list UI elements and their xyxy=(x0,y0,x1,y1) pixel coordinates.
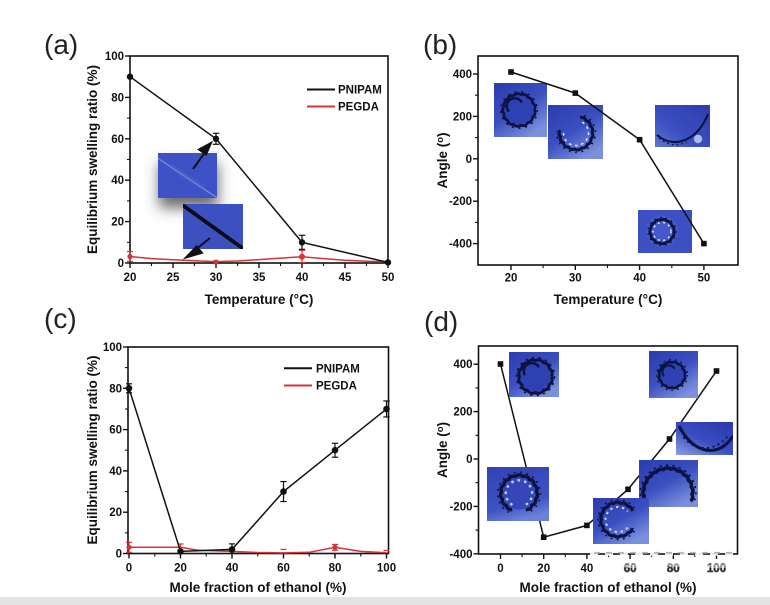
svg-text:60: 60 xyxy=(277,563,290,575)
svg-text:35: 35 xyxy=(253,272,266,284)
svg-text:40: 40 xyxy=(633,273,646,285)
svg-text:20: 20 xyxy=(537,563,550,575)
svg-text:(a): (a) xyxy=(44,29,78,60)
svg-text:-400: -400 xyxy=(449,549,472,561)
svg-text:PEGDA: PEGDA xyxy=(338,102,379,114)
svg-text:PEGDA: PEGDA xyxy=(316,381,357,393)
svg-text:400: 400 xyxy=(453,359,472,371)
svg-text:Angle (o): Angle (o) xyxy=(435,132,450,188)
svg-text:0: 0 xyxy=(466,454,472,466)
svg-text:60: 60 xyxy=(109,425,122,437)
svg-text:45: 45 xyxy=(339,272,352,284)
svg-text:0: 0 xyxy=(126,563,132,575)
svg-text:30: 30 xyxy=(569,273,582,285)
svg-text:Temperature (°C): Temperature (°C) xyxy=(554,292,663,307)
svg-text:400: 400 xyxy=(453,69,472,81)
svg-text:40: 40 xyxy=(581,563,594,575)
svg-text:200: 200 xyxy=(453,407,472,419)
svg-text:Angle (o): Angle (o) xyxy=(435,422,450,478)
svg-text:0: 0 xyxy=(116,549,122,561)
svg-text:0: 0 xyxy=(118,258,124,270)
svg-text:200: 200 xyxy=(453,111,472,123)
svg-text:25: 25 xyxy=(167,272,180,284)
svg-text:(d): (d) xyxy=(424,306,458,337)
svg-text:40: 40 xyxy=(226,563,239,575)
svg-text:-200: -200 xyxy=(449,196,472,208)
svg-text:PNIPAM: PNIPAM xyxy=(316,363,360,375)
svg-text:Mole fraction of ethanol (%): Mole fraction of ethanol (%) xyxy=(170,580,347,595)
svg-text:80: 80 xyxy=(109,383,122,395)
svg-text:100: 100 xyxy=(105,51,124,63)
svg-text:Equilibrium swelling ratio (%): Equilibrium swelling ratio (%) xyxy=(85,65,100,254)
svg-text:-400: -400 xyxy=(449,239,472,251)
svg-text:50: 50 xyxy=(382,272,395,284)
svg-text:20: 20 xyxy=(505,273,518,285)
svg-text:-200: -200 xyxy=(449,501,472,513)
svg-text:20: 20 xyxy=(109,507,122,519)
svg-text:50: 50 xyxy=(698,273,711,285)
svg-text:100: 100 xyxy=(103,342,122,354)
svg-text:40: 40 xyxy=(109,466,122,478)
svg-text:0: 0 xyxy=(466,154,472,166)
svg-text:(b): (b) xyxy=(423,29,457,60)
svg-text:Mole fraction of ethanol (%): Mole fraction of ethanol (%) xyxy=(520,580,697,595)
svg-text:80: 80 xyxy=(111,92,124,104)
svg-text:40: 40 xyxy=(296,272,309,284)
svg-text:40: 40 xyxy=(111,175,124,187)
svg-text:60: 60 xyxy=(111,134,124,146)
svg-text:PNIPAM: PNIPAM xyxy=(338,85,382,97)
svg-text:30: 30 xyxy=(210,272,223,284)
svg-text:20: 20 xyxy=(174,563,187,575)
svg-text:80: 80 xyxy=(329,563,342,575)
svg-text:(c): (c) xyxy=(44,303,77,334)
svg-text:0: 0 xyxy=(497,563,503,575)
svg-text:100: 100 xyxy=(377,563,396,575)
svg-text:20: 20 xyxy=(124,272,137,284)
svg-text:20: 20 xyxy=(111,217,124,229)
svg-text:Temperature (°C): Temperature (°C) xyxy=(205,292,314,307)
svg-text:Equilibrium swelling ratio (%): Equilibrium swelling ratio (%) xyxy=(85,355,100,544)
